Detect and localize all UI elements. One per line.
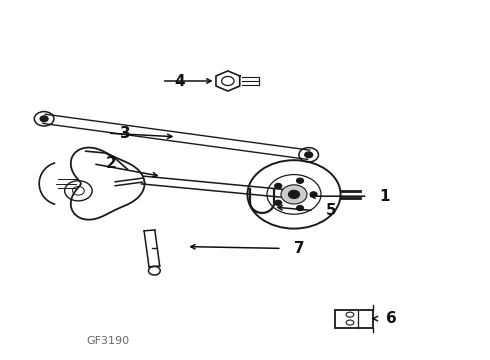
Text: 6: 6 — [386, 311, 396, 326]
Text: GF3190: GF3190 — [86, 336, 129, 346]
Text: 3: 3 — [120, 126, 131, 141]
Circle shape — [296, 178, 303, 183]
Circle shape — [275, 200, 282, 205]
Text: 7: 7 — [294, 241, 305, 256]
Text: 2: 2 — [105, 156, 116, 171]
Circle shape — [281, 185, 307, 204]
Text: 1: 1 — [380, 189, 390, 204]
Text: 5: 5 — [326, 203, 337, 218]
Circle shape — [310, 192, 317, 197]
Circle shape — [289, 190, 299, 198]
Text: 4: 4 — [174, 73, 185, 89]
Circle shape — [296, 206, 303, 211]
Circle shape — [40, 116, 48, 122]
Circle shape — [305, 152, 313, 158]
Circle shape — [275, 184, 282, 189]
